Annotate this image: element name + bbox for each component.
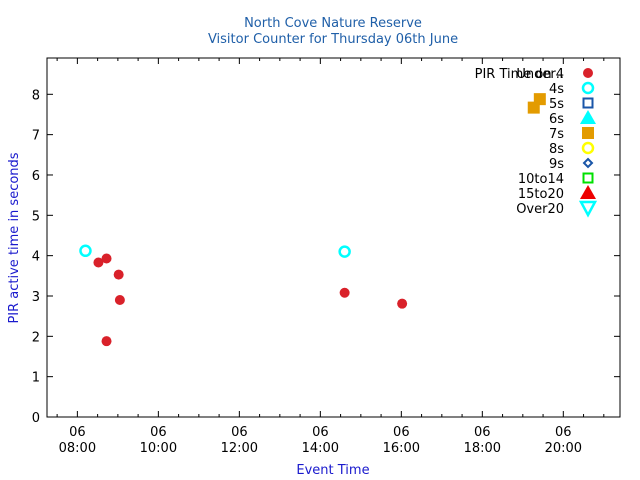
x-tick-label-day: 06 (393, 425, 410, 440)
chart-title: North Cove Nature Reserve (244, 16, 422, 31)
legend-entry-label: 7s (549, 127, 564, 142)
data-point (101, 253, 112, 264)
y-tick-label: 1 (32, 371, 40, 386)
y-tick-label: 3 (32, 290, 40, 305)
legend-marker (582, 97, 594, 109)
x-tick-label-day: 06 (312, 425, 329, 440)
legend-marker (578, 200, 598, 218)
legend-marker (580, 185, 596, 199)
y-tick-label: 4 (32, 250, 40, 265)
data-point (338, 245, 351, 258)
y-tick-label: 5 (32, 209, 40, 224)
legend-entry-label: 8s (549, 142, 564, 157)
x-tick-label-time: 12:00 (221, 441, 258, 456)
legend-entry-label: 10to14 (518, 172, 564, 187)
legend: PIR Time on .. Under44s5s6s7s8s9s10to141… (475, 67, 598, 218)
y-tick-label: 7 (32, 129, 40, 144)
legend-entry-label: 6s (549, 112, 564, 127)
legend-entry-label: Under4 (516, 67, 564, 82)
data-point (533, 93, 546, 106)
legend-entry-label: 4s (549, 82, 564, 97)
legend-marker (581, 81, 595, 95)
x-tick-label-time: 16:00 (383, 441, 420, 456)
legend-marker (583, 68, 593, 78)
y-tick-label: 0 (32, 411, 40, 426)
data-point (79, 244, 92, 258)
x-tick-label-day: 06 (150, 425, 167, 440)
x-tick-label-time: 10:00 (140, 441, 177, 456)
plot-frame (46, 57, 621, 418)
legend-entry-label: 5s (549, 97, 564, 112)
y-tick-label: 6 (32, 169, 40, 184)
x-tick-label-day: 06 (231, 425, 248, 440)
legend-entry-label: 15to20 (518, 187, 564, 202)
x-tick-label-day: 06 (555, 425, 572, 440)
x-tick-label-day: 06 (69, 425, 86, 440)
y-tick-label: 2 (32, 330, 40, 345)
legend-entry-label: Over20 (516, 202, 564, 217)
data-points (79, 93, 546, 347)
legend-entry-label: 9s (549, 157, 564, 172)
x-tick-label-day: 06 (474, 425, 491, 440)
data-point (397, 298, 408, 309)
x-tick-label-time: 20:00 (545, 441, 582, 456)
legend-title: PIR Time on .. (475, 67, 564, 82)
y-axis-label: PIR active time in seconds (7, 152, 22, 323)
data-point (339, 287, 350, 298)
data-point (114, 295, 125, 306)
legend-marker (582, 127, 594, 139)
legend-marker (582, 172, 594, 184)
x-axis-label: Event Time (296, 463, 369, 478)
legend-marker (581, 141, 595, 155)
data-point (93, 257, 104, 268)
legend-marker (582, 157, 594, 169)
axis-ticks: 0123456780608:000610:000612:000614:00061… (32, 58, 620, 456)
data-point (101, 336, 112, 347)
chart-subtitle: Visitor Counter for Thursday 06th June (208, 32, 458, 47)
x-tick-label-time: 14:00 (302, 441, 339, 456)
x-tick-label-time: 18:00 (464, 441, 501, 456)
y-tick-label: 8 (32, 88, 40, 103)
x-tick-label-time: 08:00 (59, 441, 96, 456)
data-point (113, 269, 124, 280)
legend-marker (580, 110, 596, 124)
